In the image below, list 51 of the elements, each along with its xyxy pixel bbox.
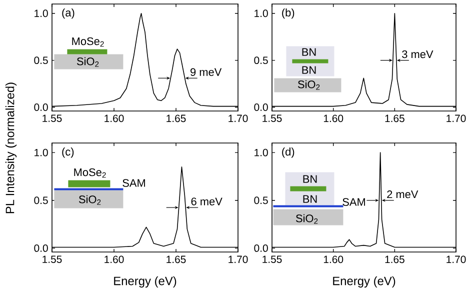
- annotation: 2 meV: [387, 190, 418, 198]
- y-tick-label: 1.0: [254, 148, 268, 156]
- x-tick-label: 1.55: [262, 114, 282, 122]
- x-tick-label: 1.55: [262, 256, 282, 263]
- annotation: BN: [303, 195, 317, 203]
- x-tick-label: 1.60: [104, 114, 124, 122]
- x-tick-label: 1.65: [166, 256, 186, 264]
- annotation: (d): [282, 148, 294, 158]
- annotation: MoSe$_{2}$: [72, 37, 104, 47]
- x-tick-label: 1.70: [228, 256, 248, 264]
- y-tick-label: 0.5: [254, 56, 268, 64]
- annotation: 3 meV: [402, 50, 434, 58]
- y-tick-label: 0.5: [34, 56, 48, 64]
- x-tick-label: 1.60: [104, 256, 124, 264]
- x-tick-label: 1.65: [385, 256, 404, 264]
- y-tick-label: 0.5: [34, 196, 48, 204]
- annotation: BN: [303, 175, 317, 183]
- y-tick-label: 0.0: [254, 104, 268, 111]
- y-tick-label: 0.5: [254, 196, 268, 204]
- annotation: SiO$_{2}$: [78, 195, 101, 205]
- x-tick-label: 1.60: [324, 256, 344, 264]
- annotation: (c): [62, 148, 74, 158]
- annotation: SAM: [122, 179, 145, 187]
- annotation: BN: [302, 66, 316, 74]
- x-axis-title: Energy (eV): [333, 276, 396, 288]
- annotation: SiO$_{2}$: [298, 80, 320, 90]
- x-tick-label: 1.55: [42, 256, 62, 263]
- y-tick-label: 1.0: [254, 10, 268, 18]
- x-tick-label: 1.60: [324, 114, 344, 122]
- x-tick-label: 1.65: [385, 114, 404, 122]
- x-tick-label: 1.55: [42, 114, 62, 122]
- annotation: SiO$_{2}$: [76, 57, 99, 67]
- annotation: BN: [302, 48, 316, 56]
- annotation: (a): [62, 8, 74, 19]
- annotation: (b): [282, 8, 294, 19]
- y-tick-label: 1.0: [34, 10, 48, 18]
- y-tick-label: 0.0: [34, 244, 48, 252]
- y-tick-label: 1.0: [34, 148, 48, 156]
- annotation: SAM: [342, 198, 365, 206]
- annotation: SiO$_{2}$: [296, 214, 318, 224]
- annotation: 9 meV: [190, 68, 222, 76]
- y-tick-label: 0.0: [254, 244, 268, 252]
- x-axis-title: Energy (eV): [114, 276, 176, 288]
- y-tick-label: 0.0: [34, 104, 48, 111]
- x-tick-label: 1.70: [446, 114, 466, 122]
- annotation: MoSe$_{2}$: [74, 168, 106, 178]
- y-axis-title: PL Intensity (normalized): [5, 82, 17, 214]
- x-tick-label: 1.70: [228, 114, 248, 122]
- annotation: 6 meV: [191, 198, 222, 206]
- x-tick-label: 1.70: [446, 256, 466, 264]
- x-tick-label: 1.65: [166, 114, 186, 122]
